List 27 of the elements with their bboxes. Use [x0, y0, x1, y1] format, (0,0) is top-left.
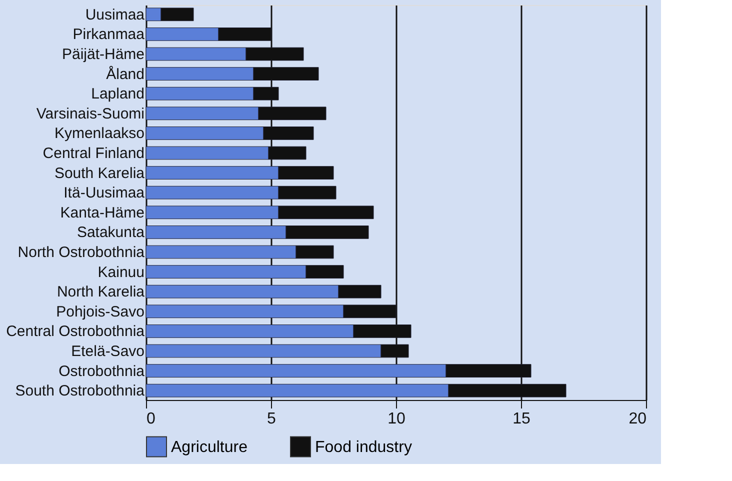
y-tick-label: Central Finland: [42, 145, 144, 162]
legend-label: Agriculture: [171, 438, 248, 456]
y-tick-label: Varsinais-Suomi: [36, 105, 144, 122]
y-tick-label: Päijät-Häme: [62, 46, 144, 64]
y-tick-label: Kymenlaakso: [54, 125, 144, 142]
y-tick-label: Uusimaa: [85, 6, 146, 24]
y-tick-label: Kainuu: [98, 264, 144, 281]
y-tick-label: Pirkanmaa: [72, 26, 146, 44]
x-tick-label: 5: [267, 410, 276, 428]
y-tick-label: South Ostrobothnia: [15, 382, 146, 400]
y-tick-label: Ostrobothnia: [58, 362, 146, 380]
y-tick-label: Åland: [106, 64, 144, 83]
y-tick-label: Etelä-Savo: [71, 342, 144, 360]
x-tick-label: 15: [512, 410, 530, 428]
y-tick-label: Pohjois-Savo: [56, 303, 144, 320]
x-tick-label: 10: [388, 410, 406, 428]
x-tick-label: 0: [146, 410, 156, 428]
y-tick-label: North Karelia: [56, 284, 146, 301]
y-tick-label: Central Ostrobothnia: [6, 323, 146, 340]
y-tick-label: Kanta-Häme: [60, 204, 144, 222]
y-tick-label: South Karelia: [54, 164, 146, 182]
y-tick-label: North Ostrobothnia: [18, 244, 146, 261]
x-tick-label: 20: [628, 410, 647, 428]
y-tick-label: Lapland: [91, 86, 144, 103]
y-tick-label: Satakunta: [76, 224, 146, 242]
y-tick-label: Itä-Uusimaa: [64, 184, 146, 202]
legend-label: Food industry: [315, 438, 412, 456]
